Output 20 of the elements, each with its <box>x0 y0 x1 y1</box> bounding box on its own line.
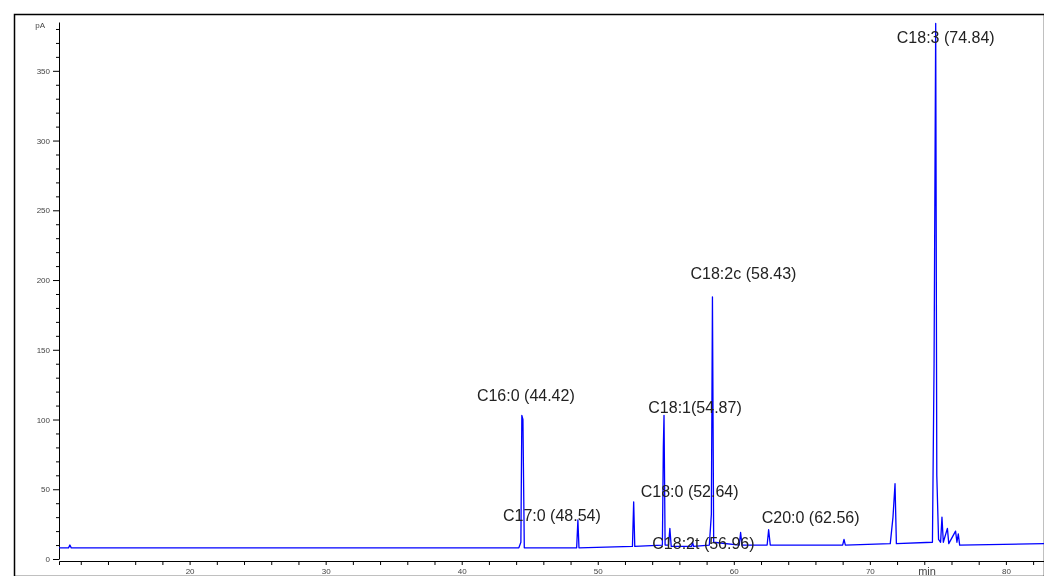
y-axis-title: pA <box>35 21 46 30</box>
x-tick-label: 40 <box>457 566 468 576</box>
x-tick-label: 80 <box>1001 566 1012 576</box>
y-tick-label: 50 <box>41 485 51 495</box>
annotation: C18:2c (58.43) <box>690 264 797 282</box>
x-axis-title: min <box>918 565 936 576</box>
y-tick-label: 100 <box>36 415 51 425</box>
x-tick-label: 50 <box>593 566 604 576</box>
x-tick-label: 70 <box>865 566 876 576</box>
y-tick-label: 250 <box>36 206 51 216</box>
y-tick-label: 300 <box>36 136 51 146</box>
x-tick-label: 30 <box>321 566 332 576</box>
y-tick-label: 350 <box>36 66 51 76</box>
y-tick-label: 150 <box>36 345 51 355</box>
x-tick-label: 60 <box>729 566 740 576</box>
annotation: C20:0 (62.56) <box>761 508 860 526</box>
y-tick-label: 0 <box>45 555 51 565</box>
annotation: C16:0 (44.42) <box>476 387 575 405</box>
y-tick-label: 200 <box>36 276 51 286</box>
x-tick-label: 20 <box>185 566 196 576</box>
